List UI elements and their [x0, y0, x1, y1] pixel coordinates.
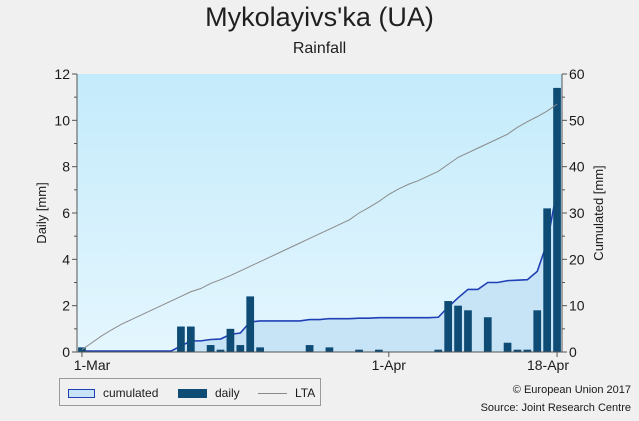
daily-bar: [246, 296, 255, 352]
y-tick-label-right: 60: [569, 66, 585, 82]
source-text: Source: Joint Research Centre: [480, 402, 631, 414]
y-tick-label-left: 0: [62, 344, 70, 360]
daily-bar: [503, 342, 512, 352]
y-tick-label-left: 8: [62, 159, 70, 175]
daily-bar: [78, 347, 86, 352]
daily-bar: [177, 326, 185, 352]
legend-swatch-cumulated: [68, 388, 95, 398]
chart-subtitle: Rainfall: [292, 40, 347, 57]
legend-label-daily: daily: [215, 386, 240, 400]
lta-line: [81, 103, 558, 351]
daily-bar: [186, 326, 195, 352]
y-tick-label-left: 10: [54, 112, 70, 128]
legend-item-cumulated: cumulated: [68, 386, 158, 400]
daily-bar: [454, 305, 462, 352]
daily-bar: [464, 310, 472, 352]
daily-bar: [483, 317, 492, 352]
chart-title: Mykolayivs'ka (UA): [205, 2, 434, 32]
daily-bar: [305, 345, 314, 352]
legend-item-lta: LTA: [258, 386, 315, 400]
daily-bar: [434, 349, 443, 352]
daily-bar: [444, 301, 453, 352]
daily-bar: [216, 349, 225, 352]
daily-bar: [533, 310, 542, 352]
daily-bar: [256, 347, 264, 352]
cumulated-line: [81, 189, 558, 352]
y-tick-label-right: 10: [569, 298, 585, 314]
y-axis-label-right: Cumulated [mm]: [591, 165, 606, 260]
daily-bar: [513, 349, 522, 352]
x-tick-label: 1-Apr: [372, 357, 407, 373]
x-tick-label: 18-Apr: [527, 357, 569, 373]
daily-bar: [226, 328, 235, 352]
y-tick-label-left: 2: [62, 298, 70, 314]
daily-bar: [325, 347, 334, 352]
daily-bar: [523, 349, 532, 352]
daily-bar: [355, 349, 363, 352]
daily-bar: [236, 345, 245, 352]
cumulated-area: [81, 189, 558, 352]
y-tick-label-right: 30: [569, 205, 585, 221]
legend-swatch-daily: [178, 388, 207, 398]
legend-label-cumulated: cumulated: [103, 386, 159, 400]
y-tick-label-left: 12: [54, 66, 70, 82]
copyright-text: © European Union 2017: [512, 384, 631, 396]
legend-label-lta: LTA: [295, 386, 316, 400]
daily-bar: [543, 208, 552, 352]
x-tick-label: 1-Mar: [74, 357, 111, 373]
y-tick-label-right: 0: [569, 344, 577, 360]
y-tick-label-left: 4: [62, 251, 70, 267]
daily-bar: [206, 345, 215, 352]
legend-swatch-lta: [258, 392, 287, 394]
y-tick-label-left: 6: [62, 205, 70, 221]
legend-item-daily: daily: [178, 386, 240, 400]
chart-legend: cumulated daily LTA: [59, 378, 321, 406]
y-tick-label-right: 20: [569, 251, 585, 267]
daily-bar: [375, 349, 383, 352]
y-axis-label-left: Daily [mm]: [34, 182, 49, 243]
y-tick-label-right: 40: [569, 159, 585, 175]
y-tick-label-right: 50: [569, 112, 585, 128]
daily-bar: [553, 87, 561, 352]
